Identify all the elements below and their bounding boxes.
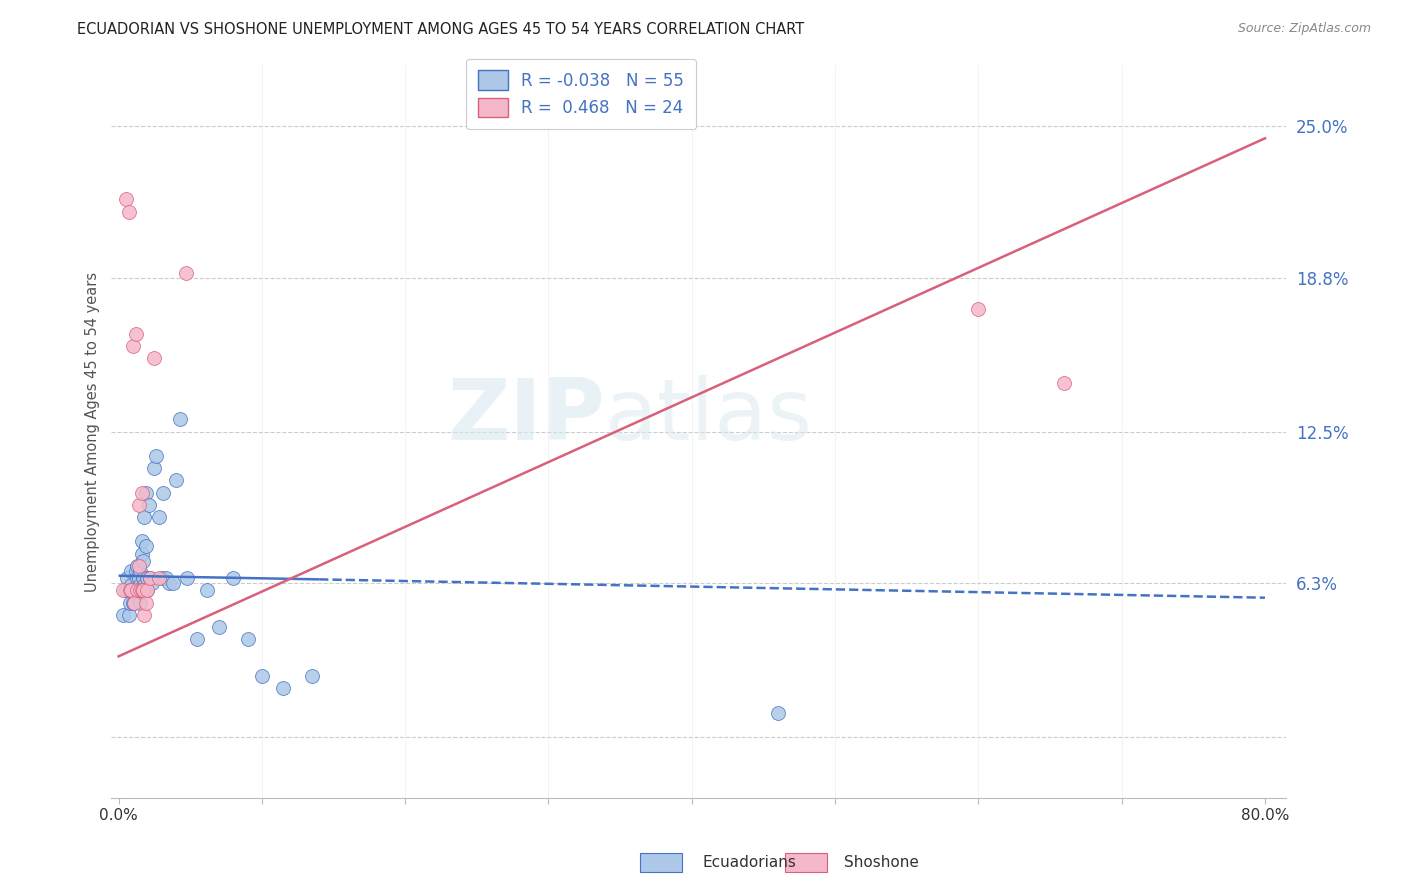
Point xyxy=(117,204,139,219)
Point xyxy=(118,596,141,610)
Point xyxy=(139,571,162,585)
Point xyxy=(131,485,153,500)
Point xyxy=(197,583,219,598)
Point xyxy=(129,583,152,598)
Point xyxy=(117,607,139,622)
Text: Source: ZipAtlas.com: Source: ZipAtlas.com xyxy=(1237,22,1371,36)
Point xyxy=(127,578,149,592)
Point xyxy=(131,534,153,549)
Text: ZIP: ZIP xyxy=(447,376,605,458)
Point xyxy=(136,571,159,585)
Point xyxy=(135,596,157,610)
Point xyxy=(222,571,245,585)
Y-axis label: Unemployment Among Ages 45 to 54 years: Unemployment Among Ages 45 to 54 years xyxy=(86,271,100,591)
Legend: R = -0.038   N = 55, R =  0.468   N = 24: R = -0.038 N = 55, R = 0.468 N = 24 xyxy=(467,59,696,128)
Point xyxy=(122,339,145,353)
Point xyxy=(124,583,146,598)
Point xyxy=(127,571,149,585)
Point xyxy=(967,302,990,317)
Point xyxy=(128,558,150,573)
Point xyxy=(273,681,295,695)
Point xyxy=(136,583,159,598)
Point xyxy=(127,558,149,573)
Point xyxy=(250,669,273,683)
Point xyxy=(131,583,153,598)
Point xyxy=(301,669,323,683)
Point xyxy=(125,583,148,598)
Point xyxy=(121,564,143,578)
Point xyxy=(129,564,152,578)
Point xyxy=(128,498,150,512)
Point xyxy=(128,571,150,585)
Point xyxy=(134,578,156,592)
Point xyxy=(134,607,156,622)
Point xyxy=(148,510,170,524)
Point xyxy=(132,583,155,598)
Point xyxy=(766,706,789,720)
Point xyxy=(157,576,180,591)
Point xyxy=(136,583,159,598)
Point xyxy=(125,326,148,341)
Point xyxy=(135,485,157,500)
Point xyxy=(128,588,150,602)
Point xyxy=(1053,376,1076,390)
Point xyxy=(122,583,145,598)
Point xyxy=(176,571,198,585)
Point xyxy=(141,576,163,591)
Point xyxy=(115,571,138,585)
Point xyxy=(134,510,156,524)
Point xyxy=(129,596,152,610)
Point xyxy=(124,596,146,610)
Point xyxy=(114,193,136,207)
Point xyxy=(132,554,155,568)
Point xyxy=(129,578,152,592)
Point xyxy=(122,596,145,610)
Point xyxy=(111,583,134,598)
Point xyxy=(132,571,155,585)
Point xyxy=(138,498,160,512)
Point xyxy=(152,485,174,500)
Point xyxy=(145,449,167,463)
Point xyxy=(121,578,143,592)
Point xyxy=(169,412,191,426)
Point xyxy=(186,632,208,647)
Text: Shoshone: Shoshone xyxy=(844,855,918,870)
Point xyxy=(236,632,259,647)
Point xyxy=(125,564,148,578)
Point xyxy=(114,583,136,598)
Point xyxy=(150,571,173,585)
Point xyxy=(143,351,166,366)
Point xyxy=(124,596,146,610)
Point xyxy=(155,571,177,585)
Point xyxy=(165,474,187,488)
Point xyxy=(111,607,134,622)
Point xyxy=(208,620,231,634)
Point xyxy=(131,547,153,561)
Point xyxy=(174,266,197,280)
Point xyxy=(135,540,157,554)
Point xyxy=(148,571,170,585)
Point xyxy=(139,571,162,585)
Point xyxy=(143,461,166,475)
Text: ECUADORIAN VS SHOSHONE UNEMPLOYMENT AMONG AGES 45 TO 54 YEARS CORRELATION CHART: ECUADORIAN VS SHOSHONE UNEMPLOYMENT AMON… xyxy=(77,22,804,37)
Text: Ecuadorians: Ecuadorians xyxy=(703,855,797,870)
Point xyxy=(127,583,149,598)
Point xyxy=(121,583,143,598)
Text: atlas: atlas xyxy=(605,376,813,458)
Point xyxy=(118,583,141,598)
Point xyxy=(162,576,184,591)
Point xyxy=(132,583,155,598)
